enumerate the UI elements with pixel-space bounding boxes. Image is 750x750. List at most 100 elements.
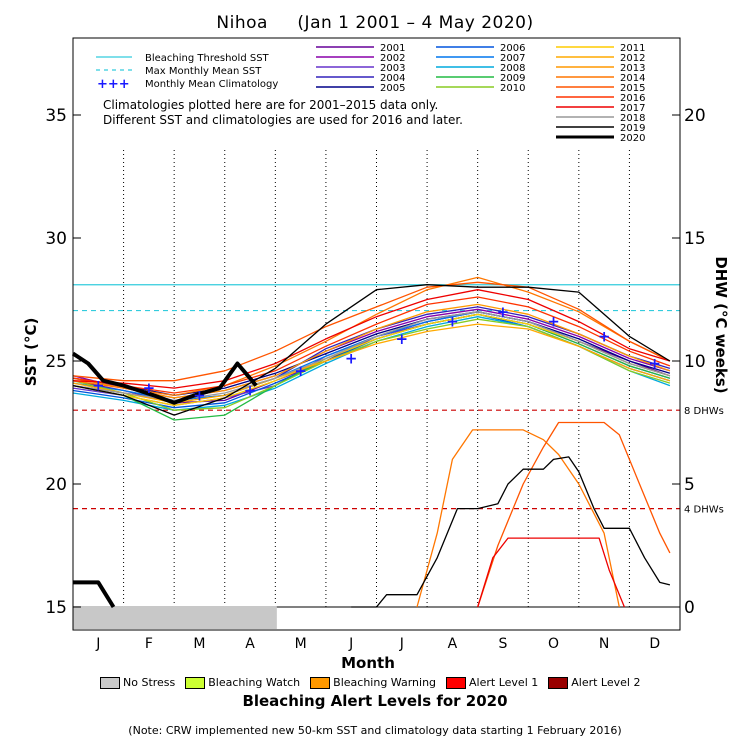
sst-series-2015 [72,281,671,382]
alert-legend-item: No Stress [100,676,175,689]
x-tick-label: A [448,636,458,652]
dhw-series-2019-DHW [351,456,671,608]
y-tick-label: 30 [45,229,67,249]
legend-left-marker: +++ [97,77,130,92]
annotation-text: Different SST and climatologies are used… [103,113,463,127]
climatology-marker: + [294,362,307,380]
x-tick-label: F [145,636,153,652]
x-tick-label: J [95,636,100,652]
climatology-marker: + [648,354,661,372]
legend-year-label: 2018 [620,113,645,124]
climatology-marker: + [547,313,560,331]
legend-year-label: 2015 [620,83,645,94]
legend-year-label: 2002 [380,53,405,64]
chart-title: Nihoa (Jan 1 2001 – 4 May 2020) [216,13,533,33]
y-tick-label: 15 [45,598,67,618]
sst-series-2017 [72,289,671,389]
y2-axis-label: DHW (°C weeks) [712,256,730,393]
x-tick-label: O [548,636,559,652]
climatology-marker: + [598,327,611,345]
alert-legend-item: Alert Level 1 [446,676,538,689]
legend-year-label: 2020 [620,133,645,144]
alert-legend-label: Alert Level 1 [469,676,539,689]
legend-year-label: 2005 [380,83,405,94]
x-tick-label: N [599,636,609,652]
legend-year-label: 2019 [620,123,645,134]
legend-year-label: 2017 [620,103,645,114]
legend-left-label: Monthly Mean Climatology [145,79,278,90]
reference-line-label: 4 DHWs [684,505,724,516]
alert-legend-label: No Stress [123,676,176,689]
climatology-marker: + [244,382,257,400]
sst-series-2018 [72,311,671,402]
legend-year-label: 2016 [620,93,645,104]
y2-tick-label: 10 [684,352,706,372]
x-tick-label: J [348,636,353,652]
y2-tick-label: 20 [684,106,706,126]
alert-level-legend: No Stress Bleaching Watch Bleaching Warnin… [100,676,644,689]
sst-series-2013 [72,303,671,399]
climatology-marker: + [143,379,156,397]
sst-series-2016 [72,296,671,394]
sst-series-2014 [72,276,671,397]
alert-legend-label: Bleaching Warning [333,676,437,689]
legend-year-label: 2013 [620,63,645,74]
alert-legend-label: Alert Level 2 [571,676,641,689]
legend-left-label: Max Monthly Mean SST [145,66,262,77]
legend-year-label: 2008 [500,63,525,74]
annotation-text: Climatologies plotted here are for 2001–… [103,98,438,112]
alert-legend-swatch [310,676,331,689]
plot-frame [72,37,681,631]
alert-legend-swatch [548,676,569,689]
climatology-marker: + [345,350,358,368]
x-tick-label: D [649,636,660,652]
climatology-marker: + [193,386,206,404]
y2-tick-label: 25 [684,0,706,3]
x-axis-label: Month [341,654,395,672]
sst-series-2019 [72,284,671,416]
legend-year-label: 2001 [380,43,405,54]
alert-bar-no-stress [73,606,277,629]
y2-tick-label: 15 [684,229,706,249]
climatology-marker: + [446,313,459,331]
legend-year-label: 2003 [380,63,405,74]
x-tick-label: S [499,636,508,652]
y-tick-label: 35 [45,106,67,126]
x-tick-label: J [399,636,404,652]
sst-series-2020 [71,351,258,405]
legend-year-label: 2009 [500,73,525,84]
data-note: (Note: CRW implemented new 50-km SST and… [128,724,622,737]
legend-left-label: Bleaching Threshold SST [145,53,270,64]
alert-legend-swatch [100,676,120,689]
alert-legend-label: Bleaching Watch [208,676,301,689]
legend-year-label: 2011 [620,43,645,54]
y-tick-label: 25 [45,352,67,372]
alert-legend-swatch [185,676,206,689]
dhw-series-2020-DHW [73,580,116,609]
chart-subtitle: Bleaching Alert Levels for 2020 [242,692,508,710]
climatology-marker: + [396,330,409,348]
legend-year-label: 2007 [500,53,525,64]
alert-legend-swatch [446,676,467,689]
legend-year-label: 2004 [380,73,405,84]
legend-year-label: 2012 [620,53,645,64]
y-tick-label: 20 [45,475,67,495]
legend-year-label: 2014 [620,73,645,84]
alert-legend-item: Bleaching Warning [310,676,436,689]
alert-legend-item: Bleaching Watch [185,676,300,689]
x-tick-label: M [193,636,205,652]
climatology-marker: + [497,303,510,321]
dhw-series-2015-DHW [477,421,671,608]
y2-tick-label: 5 [684,475,695,495]
y-axis-label: SST (°C) [22,318,40,387]
climatology-marker: + [92,377,105,395]
legend-year-label: 2006 [500,43,525,54]
y2-tick-label: 0 [684,598,695,618]
legend-year-label: 2010 [500,83,525,94]
alert-legend-item: Alert Level 2 [548,676,640,689]
reference-line-label: 8 DHWs [684,406,724,417]
dhw-series-2014-DHW [416,429,620,608]
x-tick-label: A [245,636,255,652]
